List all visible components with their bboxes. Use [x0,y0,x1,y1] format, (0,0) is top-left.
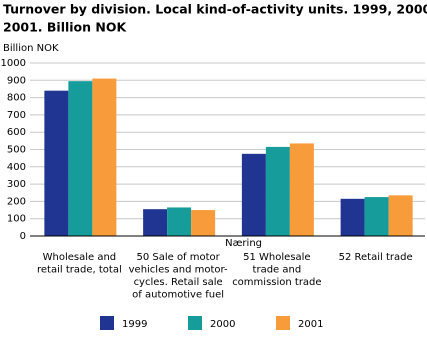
bar [68,81,93,236]
legend-label: 2000 [210,319,235,330]
y-tick-label: 700 [7,110,26,121]
bar [265,146,290,236]
bar [44,90,69,237]
x-axis-label: Næring [225,238,262,249]
x-tick-label: Wholesale and [43,252,117,263]
y-tick-label: 100 [7,214,26,225]
bar [289,143,314,236]
y-tick-label: 400 [7,162,26,173]
x-tick-label: 52 Retail trade [339,252,413,263]
bar [340,198,365,236]
legend-label: 2001 [298,319,323,330]
bar [241,153,266,236]
legend-label: 1999 [122,319,147,330]
y-tick-label: 1000 [1,58,26,69]
bar [92,78,117,236]
x-tick-label: 50 Sale of motor [136,252,220,263]
x-tick-label: of automotive fuel [132,290,224,301]
y-tick-label: 0 [20,231,26,242]
bar [167,207,192,236]
y-tick-label: 800 [7,93,26,104]
y-axis-label: Billion NOK [3,43,59,54]
y-tick-label: 200 [7,196,26,207]
legend-swatch [100,316,114,330]
chart-title: 2001. Billion NOK [3,20,127,35]
x-tick-label: cycles. Retail sale [134,277,223,288]
x-tick-label: vehicles and motor- [129,265,228,276]
y-tick-label: 600 [7,127,26,138]
x-tick-label: trade and [253,265,302,276]
bar [388,195,413,236]
x-tick-label: 51 Wholesale [243,252,310,263]
bar [143,209,168,236]
x-tick-label: retail trade, total [37,265,122,276]
y-tick-label: 500 [7,145,26,156]
bar [364,197,389,236]
y-tick-label: 900 [7,75,26,86]
x-tick-label: commission trade [232,277,321,288]
chart-title: Turnover by division. Local kind-of-acti… [3,2,427,17]
legend-swatch [188,316,202,330]
legend-swatch [276,316,290,330]
y-tick-label: 300 [7,179,26,190]
bar [191,210,216,236]
